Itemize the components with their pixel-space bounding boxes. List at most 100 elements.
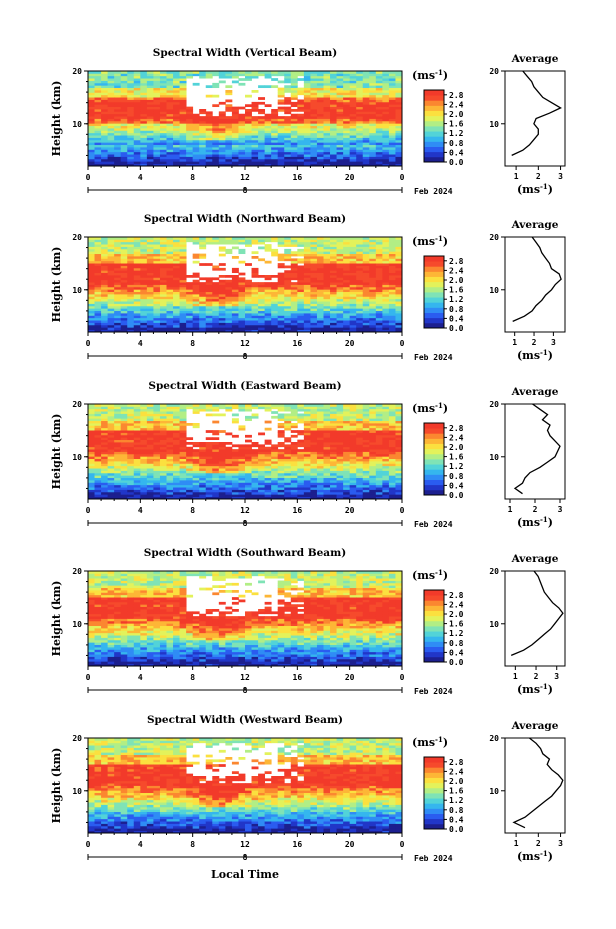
- heatmap-cell: [382, 284, 390, 288]
- heatmap-cell: [127, 444, 135, 448]
- heatmap-cell: [271, 453, 279, 457]
- heatmap-cell: [264, 322, 272, 326]
- heatmap-cell: [140, 444, 148, 448]
- heatmap-cell: [179, 470, 187, 474]
- heatmap-cell: [284, 85, 292, 89]
- heatmap-cell: [173, 487, 180, 490]
- heatmap-cell: [231, 137, 239, 141]
- heatmap-cell: [199, 246, 207, 250]
- heatmap-cell: [303, 241, 311, 245]
- heatmap-cell: [166, 253, 174, 257]
- heatmap-cell: [238, 128, 246, 131]
- heatmap-cell: [179, 118, 187, 122]
- heatmap-cell: [264, 442, 272, 445]
- heatmap-cell: [362, 158, 370, 162]
- heatmap-cell: [94, 142, 102, 146]
- heatmap-cell: [258, 149, 266, 153]
- heatmap-cell: [356, 237, 364, 240]
- heatmap-cell: [133, 496, 141, 500]
- heatmap-cell: [153, 427, 161, 431]
- heatmap-cell: [212, 156, 220, 160]
- heatmap-cell: [192, 458, 200, 462]
- heatmap-cell: [343, 286, 351, 290]
- heatmap-cell: [212, 237, 220, 240]
- heatmap-cell: [153, 241, 161, 245]
- heatmap-cell: [349, 80, 357, 84]
- heatmap-cell: [284, 489, 292, 493]
- heatmap-cell: [264, 158, 272, 162]
- heatmap-cell: [114, 118, 122, 122]
- heatmap-cell: [166, 408, 174, 412]
- heatmap-cell: [349, 123, 357, 127]
- heatmap-cell: [336, 104, 344, 108]
- heatmap-cell: [238, 484, 246, 488]
- heatmap-cell: [375, 75, 383, 79]
- heatmap-cell: [146, 406, 154, 410]
- heatmap-cell: [349, 120, 357, 124]
- heatmap-cell: [186, 446, 194, 450]
- heatmap-cell: [179, 413, 187, 417]
- heatmap-cell: [375, 147, 383, 150]
- heatmap-cell: [323, 239, 331, 243]
- heatmap-cell: [192, 322, 200, 326]
- heatmap-cell: [264, 482, 272, 486]
- heatmap-cell: [179, 87, 187, 91]
- heatmap-cell: [205, 491, 213, 495]
- heatmap-cell: [356, 279, 364, 283]
- colorbar-segment: [424, 271, 444, 277]
- heatmap-cell: [316, 449, 324, 452]
- heatmap-cell: [166, 427, 174, 431]
- heatmap-cell: [179, 437, 187, 441]
- heatmap-cell: [388, 80, 396, 84]
- heatmap-cell: [297, 113, 305, 117]
- heatmap-cell: [225, 322, 233, 326]
- heatmap-cell: [231, 246, 239, 250]
- heatmap-cell: [225, 475, 233, 479]
- heatmap-cell: [310, 248, 318, 252]
- heatmap-cell: [316, 239, 324, 243]
- heatmap-cell: [205, 308, 213, 312]
- heatmap-cell: [179, 463, 187, 467]
- heatmap-cell: [153, 73, 161, 77]
- heatmap-cell: [173, 156, 180, 160]
- heatmap-cell: [369, 329, 377, 333]
- heatmap: [88, 237, 403, 333]
- heatmap-cell: [343, 163, 351, 167]
- heatmap-cell: [375, 289, 383, 293]
- heatmap-cell: [349, 163, 357, 167]
- heatmap-cell: [297, 78, 305, 81]
- avg-unit-close: ): [548, 183, 553, 196]
- heatmap-cell: [330, 239, 337, 243]
- heatmap-cell: [362, 80, 370, 84]
- heatmap-cell: [375, 258, 383, 262]
- heatmap-cell: [173, 494, 180, 498]
- heatmap-cell: [362, 282, 370, 285]
- heatmap-cell: [166, 251, 174, 255]
- heatmap-cell: [336, 279, 344, 283]
- heatmap-cell: [107, 317, 115, 321]
- heatmap-cell: [166, 461, 174, 464]
- heatmap-cell: [349, 244, 357, 247]
- heatmap-cell: [264, 85, 272, 89]
- heatmap-cell: [88, 406, 95, 410]
- heatmap-cell: [271, 139, 279, 143]
- heatmap-cell: [114, 258, 122, 262]
- heatmap-cell: [107, 270, 115, 274]
- heatmap-cell: [290, 104, 298, 108]
- heatmap-cell: [349, 94, 357, 98]
- heatmap-cell: [330, 301, 337, 304]
- heatmap-cell: [336, 92, 344, 96]
- heatmap-cell: [388, 104, 396, 108]
- heatmap-cell: [271, 458, 279, 462]
- heatmap-cell: [179, 408, 187, 412]
- heatmap-cell: [153, 329, 161, 333]
- heatmap-cell: [94, 475, 102, 479]
- heatmap-cell: [245, 305, 252, 309]
- heatmap-cell: [107, 408, 115, 412]
- heatmap-cell: [127, 294, 135, 297]
- heatmap-cell: [369, 246, 377, 250]
- heatmap-cell: [290, 303, 298, 307]
- heatmap-cell: [369, 151, 377, 155]
- heatmap-cell: [114, 484, 122, 488]
- heatmap-cell: [218, 446, 226, 450]
